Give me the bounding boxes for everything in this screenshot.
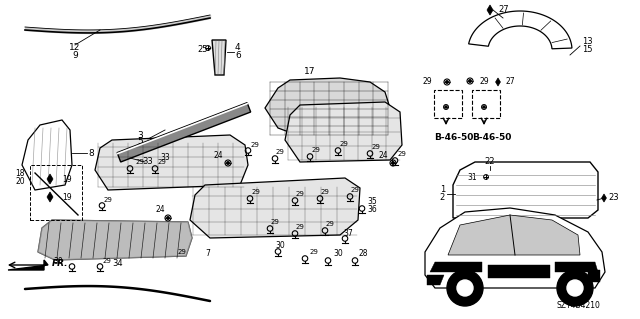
Circle shape <box>227 162 229 164</box>
Polygon shape <box>8 260 48 270</box>
Circle shape <box>445 106 447 108</box>
Text: 13: 13 <box>582 38 593 47</box>
Text: 18: 18 <box>15 168 25 177</box>
Polygon shape <box>47 174 53 184</box>
Polygon shape <box>448 215 580 255</box>
Text: 20: 20 <box>15 176 25 186</box>
Text: 30: 30 <box>333 249 343 257</box>
Text: 34: 34 <box>113 259 124 269</box>
Text: 29: 29 <box>312 147 321 153</box>
Polygon shape <box>487 5 493 15</box>
Text: 25: 25 <box>198 46 208 55</box>
Text: SZT4B4210: SZT4B4210 <box>556 300 600 309</box>
Text: 36: 36 <box>367 205 377 214</box>
Text: 29: 29 <box>372 144 380 150</box>
Text: 8: 8 <box>88 149 93 158</box>
Text: 29: 29 <box>351 187 360 193</box>
Text: 27: 27 <box>498 5 509 14</box>
Polygon shape <box>488 265 550 278</box>
Text: 29: 29 <box>397 151 406 157</box>
Polygon shape <box>95 135 248 190</box>
Polygon shape <box>588 270 600 282</box>
Text: 29: 29 <box>310 249 319 255</box>
Circle shape <box>567 280 583 296</box>
Text: 29: 29 <box>271 219 280 225</box>
Text: 29: 29 <box>326 221 335 227</box>
Polygon shape <box>38 220 192 260</box>
Polygon shape <box>430 262 482 272</box>
Text: B-46-50: B-46-50 <box>472 133 511 143</box>
Text: 29: 29 <box>157 159 166 165</box>
Text: FR.: FR. <box>52 259 68 269</box>
Text: 37: 37 <box>343 228 353 238</box>
Polygon shape <box>212 40 226 75</box>
Text: 29: 29 <box>480 77 490 85</box>
Text: 15: 15 <box>582 46 593 55</box>
Text: 23: 23 <box>608 194 619 203</box>
Text: 31: 31 <box>467 174 477 182</box>
Polygon shape <box>602 194 607 202</box>
Text: 3: 3 <box>137 130 143 139</box>
Polygon shape <box>427 275 444 285</box>
Polygon shape <box>22 120 72 190</box>
Circle shape <box>445 81 448 83</box>
Polygon shape <box>285 102 402 162</box>
Text: 30: 30 <box>275 241 285 249</box>
Polygon shape <box>265 78 390 138</box>
Text: 6: 6 <box>235 51 241 61</box>
Text: 28: 28 <box>358 249 368 257</box>
Text: 24: 24 <box>378 151 388 160</box>
Text: 29: 29 <box>296 224 305 230</box>
Polygon shape <box>495 78 500 86</box>
Text: 17: 17 <box>304 68 316 77</box>
Text: 9: 9 <box>72 50 78 60</box>
Text: 27: 27 <box>505 78 515 86</box>
Text: 29: 29 <box>102 258 111 264</box>
Text: 33: 33 <box>143 158 154 167</box>
Text: 19: 19 <box>62 174 72 183</box>
Text: 29: 29 <box>252 189 260 195</box>
Text: 29: 29 <box>251 142 259 148</box>
Text: 29: 29 <box>276 149 284 155</box>
Text: 2: 2 <box>440 194 445 203</box>
Text: 30: 30 <box>53 256 63 265</box>
Text: 33: 33 <box>160 153 170 162</box>
Circle shape <box>447 270 483 306</box>
Text: 19: 19 <box>62 192 72 202</box>
Circle shape <box>483 106 485 108</box>
Text: 29: 29 <box>104 197 113 203</box>
Text: 29: 29 <box>340 141 348 147</box>
Circle shape <box>468 80 471 82</box>
Polygon shape <box>453 162 598 218</box>
Polygon shape <box>468 11 572 49</box>
Text: 29: 29 <box>296 191 305 197</box>
Text: 24: 24 <box>155 205 165 214</box>
Polygon shape <box>47 192 53 202</box>
Text: 5: 5 <box>137 137 143 146</box>
Polygon shape <box>117 103 251 162</box>
Circle shape <box>457 280 473 296</box>
Polygon shape <box>38 220 192 260</box>
Text: 29: 29 <box>177 249 186 255</box>
Text: 4: 4 <box>235 43 241 53</box>
Polygon shape <box>555 262 598 272</box>
Text: 29: 29 <box>321 189 330 195</box>
Circle shape <box>167 217 169 219</box>
Text: 12: 12 <box>69 43 81 53</box>
Text: 1: 1 <box>440 186 445 195</box>
Text: 24: 24 <box>213 151 223 160</box>
Text: 29: 29 <box>136 159 145 165</box>
Text: 35: 35 <box>367 197 377 206</box>
Polygon shape <box>425 208 605 288</box>
Circle shape <box>557 270 593 306</box>
Text: 22: 22 <box>484 158 495 167</box>
Polygon shape <box>190 178 360 238</box>
Text: 29: 29 <box>422 78 432 86</box>
Text: B-46-50: B-46-50 <box>434 133 474 143</box>
Text: 7: 7 <box>205 249 211 258</box>
Circle shape <box>392 162 394 164</box>
